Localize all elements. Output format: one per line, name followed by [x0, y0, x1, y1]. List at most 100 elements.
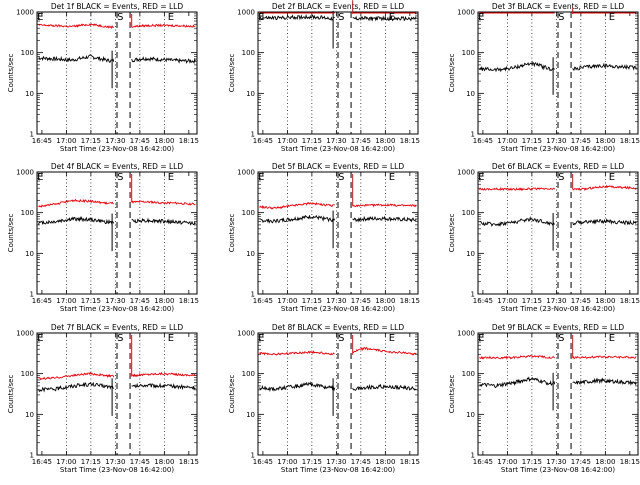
x-axis-label: Start Time (23-Nov-08 16:42:00) [281, 466, 395, 474]
lld-series-line [259, 350, 335, 356]
y-tick-label: 1 [30, 131, 34, 139]
events-series-line [131, 56, 196, 64]
events-series-line [38, 216, 115, 226]
period-marker: S [117, 333, 123, 344]
plot-title: Det 9f BLACK = Events, RED = LLD [492, 323, 625, 332]
x-tick-label: 18:00 [375, 458, 395, 466]
plot-title: Det 6f BLACK = Events, RED = LLD [492, 162, 625, 171]
y-tick-label: 10 [246, 90, 255, 98]
period-marker: S [558, 333, 564, 344]
events-series-line [352, 383, 417, 392]
period-marker: S [117, 172, 123, 183]
x-axis-label: Start Time (23-Nov-08 16:42:00) [501, 466, 615, 474]
x-tick-label: 17:00 [497, 458, 517, 466]
x-tick-label: 17:30 [105, 458, 125, 466]
x-tick-label: 18:15 [620, 458, 640, 466]
y-axis-label: Counts/sec [448, 375, 456, 414]
lld-series-line [479, 186, 556, 192]
y-tick-label: 1 [471, 452, 475, 460]
y-tick-label: 1 [471, 291, 475, 299]
events-series-line [572, 218, 637, 226]
period-marker: E [258, 172, 264, 183]
events-series-line [259, 381, 336, 392]
y-tick-label: 100 [21, 49, 34, 57]
events-series-line [352, 15, 417, 22]
y-axis-label: Counts/sec [7, 214, 15, 253]
x-tick-label: 17:15 [302, 297, 322, 305]
x-tick-label: 16:45 [473, 297, 493, 305]
y-axis-label: Counts/sec [228, 214, 236, 253]
lld-series-line [131, 200, 196, 206]
y-tick-label: 1000 [16, 330, 34, 338]
x-tick-label: 18:15 [400, 297, 420, 305]
period-marker: S [338, 333, 344, 344]
x-tick-label: 16:45 [253, 137, 273, 145]
x-tick-label: 17:30 [546, 137, 566, 145]
y-tick-label: 100 [242, 209, 255, 217]
y-tick-label: 10 [246, 411, 255, 419]
period-marker: E [168, 172, 174, 183]
x-tick-label: 17:00 [56, 458, 76, 466]
events-series-line [572, 62, 637, 71]
lld-series-line [479, 354, 555, 360]
x-tick-label: 17:30 [546, 458, 566, 466]
x-tick-label: 17:15 [522, 458, 542, 466]
lld-series-line [131, 371, 196, 378]
period-marker: E [258, 12, 264, 23]
x-tick-label: 17:45 [351, 137, 371, 145]
y-tick-label: 1000 [237, 330, 255, 338]
y-tick-label: 100 [21, 370, 34, 378]
lld-series-line [131, 23, 196, 28]
x-axis-label: Start Time (23-Nov-08 16:42:00) [281, 145, 395, 153]
x-tick-label: 17:15 [81, 297, 101, 305]
x-axis-label: Start Time (23-Nov-08 16:42:00) [501, 145, 615, 153]
period-marker: E [478, 333, 484, 344]
events-series-line [131, 382, 196, 391]
x-tick-label: 18:15 [400, 458, 420, 466]
y-tick-label: 1 [251, 131, 255, 139]
lld-series-line [38, 371, 115, 381]
period-marker: E [609, 333, 615, 344]
x-tick-label: 18:15 [179, 297, 199, 305]
plot-panel-2: Det 2f BLACK = Events, RED = LLD 16:45 17:… [228, 0, 420, 153]
y-tick-label: 1000 [237, 169, 255, 177]
y-tick-label: 1000 [16, 9, 34, 17]
x-tick-label: 16:45 [32, 458, 52, 466]
x-tick-label: 17:00 [277, 297, 297, 305]
x-tick-label: 16:45 [253, 297, 273, 305]
x-tick-label: 18:15 [400, 137, 420, 145]
period-marker: E [478, 172, 484, 183]
x-tick-label: 16:45 [253, 458, 273, 466]
x-tick-label: 17:15 [81, 458, 101, 466]
x-tick-label: 16:45 [32, 297, 52, 305]
lld-series-line [38, 23, 114, 30]
y-tick-label: 1000 [16, 169, 34, 177]
x-axis-label: Start Time (23-Nov-08 16:42:00) [60, 466, 174, 474]
events-series-line [131, 217, 196, 226]
x-tick-label: 18:00 [595, 137, 615, 145]
y-tick-label: 100 [242, 370, 255, 378]
period-marker: E [478, 12, 484, 23]
x-tick-label: 18:00 [154, 137, 174, 145]
y-tick-label: 1 [30, 452, 34, 460]
y-tick-label: 10 [246, 250, 255, 258]
y-tick-label: 100 [21, 209, 34, 217]
period-marker: S [558, 12, 564, 23]
events-series-line [38, 381, 115, 393]
x-tick-label: 17:00 [277, 458, 297, 466]
x-tick-label: 17:15 [81, 137, 101, 145]
plot-title: Det 8f BLACK = Events, RED = LLD [272, 323, 405, 332]
plot-panel-6: Det 6f BLACK = Events, RED = LLD 16:45 17:… [448, 162, 640, 313]
x-tick-label: 17:45 [351, 297, 371, 305]
x-tick-label: 17:15 [302, 458, 322, 466]
y-tick-label: 1000 [237, 9, 255, 17]
y-tick-label: 1 [251, 291, 255, 299]
plot-panel-9: Det 9f BLACK = Events, RED = LLD 16:45 17:… [448, 323, 640, 474]
y-tick-label: 100 [462, 370, 475, 378]
plot-panel-3: Det 3f BLACK = Events, RED = LLD 16:45 17:… [448, 2, 640, 153]
y-axis-label: Counts/sec [7, 375, 15, 414]
plot-title: Det 7f BLACK = Events, RED = LLD [51, 323, 184, 332]
x-tick-label: 16:45 [473, 137, 493, 145]
y-tick-label: 100 [242, 49, 255, 57]
